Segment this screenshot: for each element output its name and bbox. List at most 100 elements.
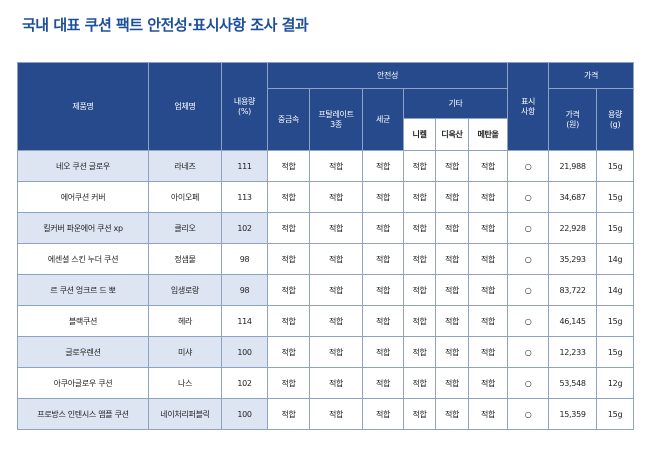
header-price: 가격 (원) [548, 88, 598, 151]
dioxane-cell: 적합 [435, 336, 469, 368]
header-capacity: 용량 (g) [596, 88, 635, 151]
nickel-cell: 적합 [403, 305, 436, 337]
heavy-metal-cell: 적합 [267, 181, 310, 213]
price-cell: 46,145 [548, 305, 598, 337]
table-row: 에센셜 스킨 누더 쿠션 정샘물 98 적합 적합 적합 적합 적합 적합 ○ 35,293 14g [17, 243, 635, 275]
phthalate-cell: 적합 [309, 398, 363, 430]
bacteria-cell: 적합 [362, 367, 404, 399]
bacteria-cell: 적합 [362, 398, 404, 430]
price-cell: 34,687 [548, 181, 598, 213]
company-cell: 나스 [148, 367, 222, 399]
labeling-cell: ○ [507, 181, 550, 213]
product-name-cell: 에어쿠션 커버 [17, 181, 149, 213]
table-row: 네오 쿠션 글로우 라네즈 111 적합 적합 적합 적합 적합 적합 ○ 21,988 15g [17, 150, 635, 182]
header-labeling: 표시 사항 [507, 62, 550, 151]
dioxane-cell: 적합 [435, 305, 469, 337]
volume-cell: 102 [221, 212, 268, 244]
phthalate-cell: 적합 [309, 212, 363, 244]
price-cell: 22,928 [548, 212, 598, 244]
company-cell: 정샘물 [148, 243, 222, 275]
product-name-cell: 글로우렌션 [17, 336, 149, 368]
dioxane-cell: 적합 [435, 367, 469, 399]
dioxane-cell: 적합 [435, 274, 469, 306]
company-cell: 미샤 [148, 336, 222, 368]
methanol-cell: 적합 [467, 274, 509, 306]
heavy-metal-cell: 적합 [267, 274, 310, 306]
price-cell: 53,548 [548, 367, 598, 399]
product-name-cell: 에센셜 스킨 누더 쿠션 [17, 243, 149, 275]
volume-cell: 98 [221, 243, 268, 275]
capacity-cell: 15g [596, 150, 635, 182]
header-safety: 안전성 [266, 62, 509, 89]
methanol-cell: 적합 [467, 367, 509, 399]
product-name-cell: 네오 쿠션 글로우 [17, 150, 149, 182]
header-other: 기타 [402, 88, 509, 119]
company-cell: 헤라 [148, 305, 222, 337]
company-cell: 라네즈 [148, 150, 222, 182]
header-nickel: 니켈 [403, 118, 436, 151]
methanol-cell: 적합 [467, 336, 509, 368]
dioxane-cell: 적합 [435, 150, 469, 182]
heavy-metal-cell: 적합 [267, 305, 310, 337]
bacteria-cell: 적합 [362, 336, 404, 368]
product-name-cell: 프로방스 인텐시스 앰플 쿠션 [17, 398, 149, 430]
company-cell: 아이오페 [148, 181, 222, 213]
company-cell: 네이처리퍼블릭 [148, 398, 222, 430]
nickel-cell: 적합 [403, 274, 436, 306]
bacteria-cell: 적합 [362, 274, 404, 306]
capacity-cell: 15g [596, 212, 635, 244]
bacteria-cell: 적합 [362, 305, 404, 337]
nickel-cell: 적합 [403, 336, 436, 368]
phthalate-cell: 적합 [309, 181, 363, 213]
methanol-cell: 적합 [467, 398, 509, 430]
heavy-metal-cell: 적합 [267, 336, 310, 368]
table-row: 킬커버 파운에어 쿠션 xp 클리오 102 적합 적합 적합 적합 적합 적합 ○ 22,928 1… [17, 212, 635, 244]
heavy-metal-cell: 적합 [267, 398, 310, 430]
labeling-cell: ○ [507, 274, 550, 306]
table-row: 프로방스 인텐시스 앰플 쿠션 네이처리퍼블릭 100 적합 적합 적합 적합 적합 적합 ○ 15… [17, 398, 635, 430]
phthalate-cell: 적합 [309, 150, 363, 182]
capacity-cell: 15g [596, 336, 635, 368]
dioxane-cell: 적합 [435, 243, 469, 275]
price-cell: 12,233 [548, 336, 598, 368]
phthalate-cell: 적합 [309, 243, 363, 275]
bacteria-cell: 적합 [362, 243, 404, 275]
dioxane-cell: 적합 [435, 398, 469, 430]
heavy-metal-cell: 적합 [267, 212, 310, 244]
volume-cell: 100 [221, 398, 268, 430]
dioxane-cell: 적합 [435, 212, 469, 244]
bacteria-cell: 적합 [362, 150, 404, 182]
volume-cell: 102 [221, 367, 268, 399]
price-cell: 15,359 [548, 398, 598, 430]
product-name-cell: 르 쿠션 엉크르 드 뽀 [17, 274, 149, 306]
nickel-cell: 적합 [403, 243, 436, 275]
table-row: 르 쿠션 엉크르 드 뽀 입생로랑 98 적합 적합 적합 적합 적합 적합 ○ 83,722 14g [17, 274, 635, 306]
header-methanol: 메탄올 [467, 118, 509, 151]
labeling-cell: ○ [507, 243, 550, 275]
labeling-cell: ○ [507, 367, 550, 399]
product-name-cell: 블랙쿠션 [17, 305, 149, 337]
price-cell: 21,988 [548, 150, 598, 182]
volume-cell: 113 [221, 181, 268, 213]
phthalate-cell: 적합 [309, 336, 363, 368]
nickel-cell: 적합 [403, 398, 436, 430]
company-cell: 클리오 [148, 212, 222, 244]
methanol-cell: 적합 [467, 243, 509, 275]
header-product: 제품명 [17, 62, 149, 151]
methanol-cell: 적합 [467, 181, 509, 213]
header-dioxane: 디옥산 [435, 118, 469, 151]
results-table: 제품명 업체명 내용량 (%) 안전성 표시 사항 가격 중금속 프탈레이트 3… [17, 62, 635, 430]
product-name-cell: 킬커버 파운에어 쿠션 xp [17, 212, 149, 244]
header-company: 업체명 [148, 62, 222, 151]
nickel-cell: 적합 [403, 150, 436, 182]
company-cell: 입생로랑 [148, 274, 222, 306]
labeling-cell: ○ [507, 336, 550, 368]
header-volume: 내용량 (%) [221, 62, 268, 151]
header-heavy-metal: 중금속 [267, 88, 310, 151]
table-row: 에어쿠션 커버 아이오페 113 적합 적합 적합 적합 적합 적합 ○ 34,687 15g [17, 181, 635, 213]
heavy-metal-cell: 적합 [267, 367, 310, 399]
phthalate-cell: 적합 [309, 367, 363, 399]
nickel-cell: 적합 [403, 367, 436, 399]
price-cell: 35,293 [548, 243, 598, 275]
header-price-group: 가격 [548, 62, 635, 89]
